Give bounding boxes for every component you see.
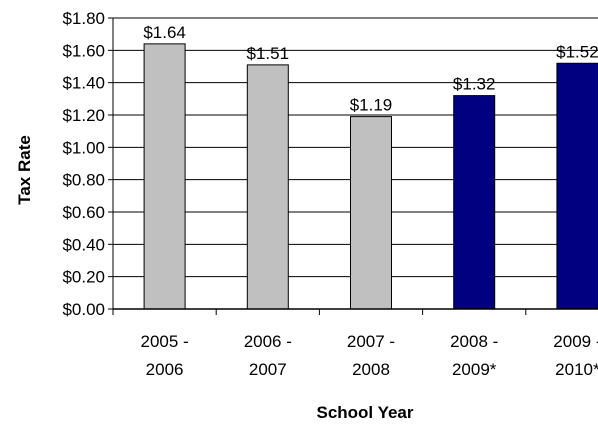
bar	[556, 62, 598, 310]
y-tick-label: $1.80	[62, 9, 105, 28]
axes	[108, 17, 598, 315]
bar-data-label: $1.19	[350, 96, 393, 115]
bar	[453, 95, 496, 310]
y-tick-label: $0.60	[62, 203, 105, 222]
x-axis-title: School Year	[316, 403, 413, 422]
bar-data-label: $1.64	[143, 23, 186, 42]
x-tick-label: 2008 -2009*	[450, 332, 498, 379]
data-labels: $1.64 $1.51 $1.19 $1.32 $1.52	[143, 23, 598, 115]
y-tick-labels: $0.00 $0.20 $0.40 $0.60 $0.80 $1.00 $1.20 $1.40…	[62, 9, 105, 319]
x-tick-label: 2006 -2007	[244, 332, 292, 379]
y-tick-label: $1.60	[62, 41, 105, 60]
bars	[143, 43, 598, 310]
y-tick-label: $0.00	[62, 300, 105, 319]
y-tick-label: $0.80	[62, 171, 105, 190]
x-tick-labels: 2005 -2006 2006 -2007 2007 -2008 2008 -2009…	[140, 332, 598, 379]
x-tick-label: 2009 -2010*	[553, 332, 598, 379]
y-tick-label: $0.40	[62, 235, 105, 254]
bar-data-label: $1.32	[453, 75, 496, 94]
y-tick-label: $1.40	[62, 74, 105, 93]
y-axis-title: Tax Rate	[15, 135, 34, 205]
bar-data-label: $1.52	[556, 42, 598, 61]
bar	[246, 64, 289, 310]
bar	[350, 116, 392, 310]
bar	[143, 43, 186, 310]
x-tick-label: 2005 -2006	[140, 332, 188, 379]
y-tick-label: $1.20	[62, 106, 105, 125]
y-tick-label: $1.00	[62, 138, 105, 157]
y-tick-label: $0.20	[62, 268, 105, 287]
x-tick-label: 2007 -2008	[347, 332, 395, 379]
bar-data-label: $1.51	[247, 44, 290, 63]
